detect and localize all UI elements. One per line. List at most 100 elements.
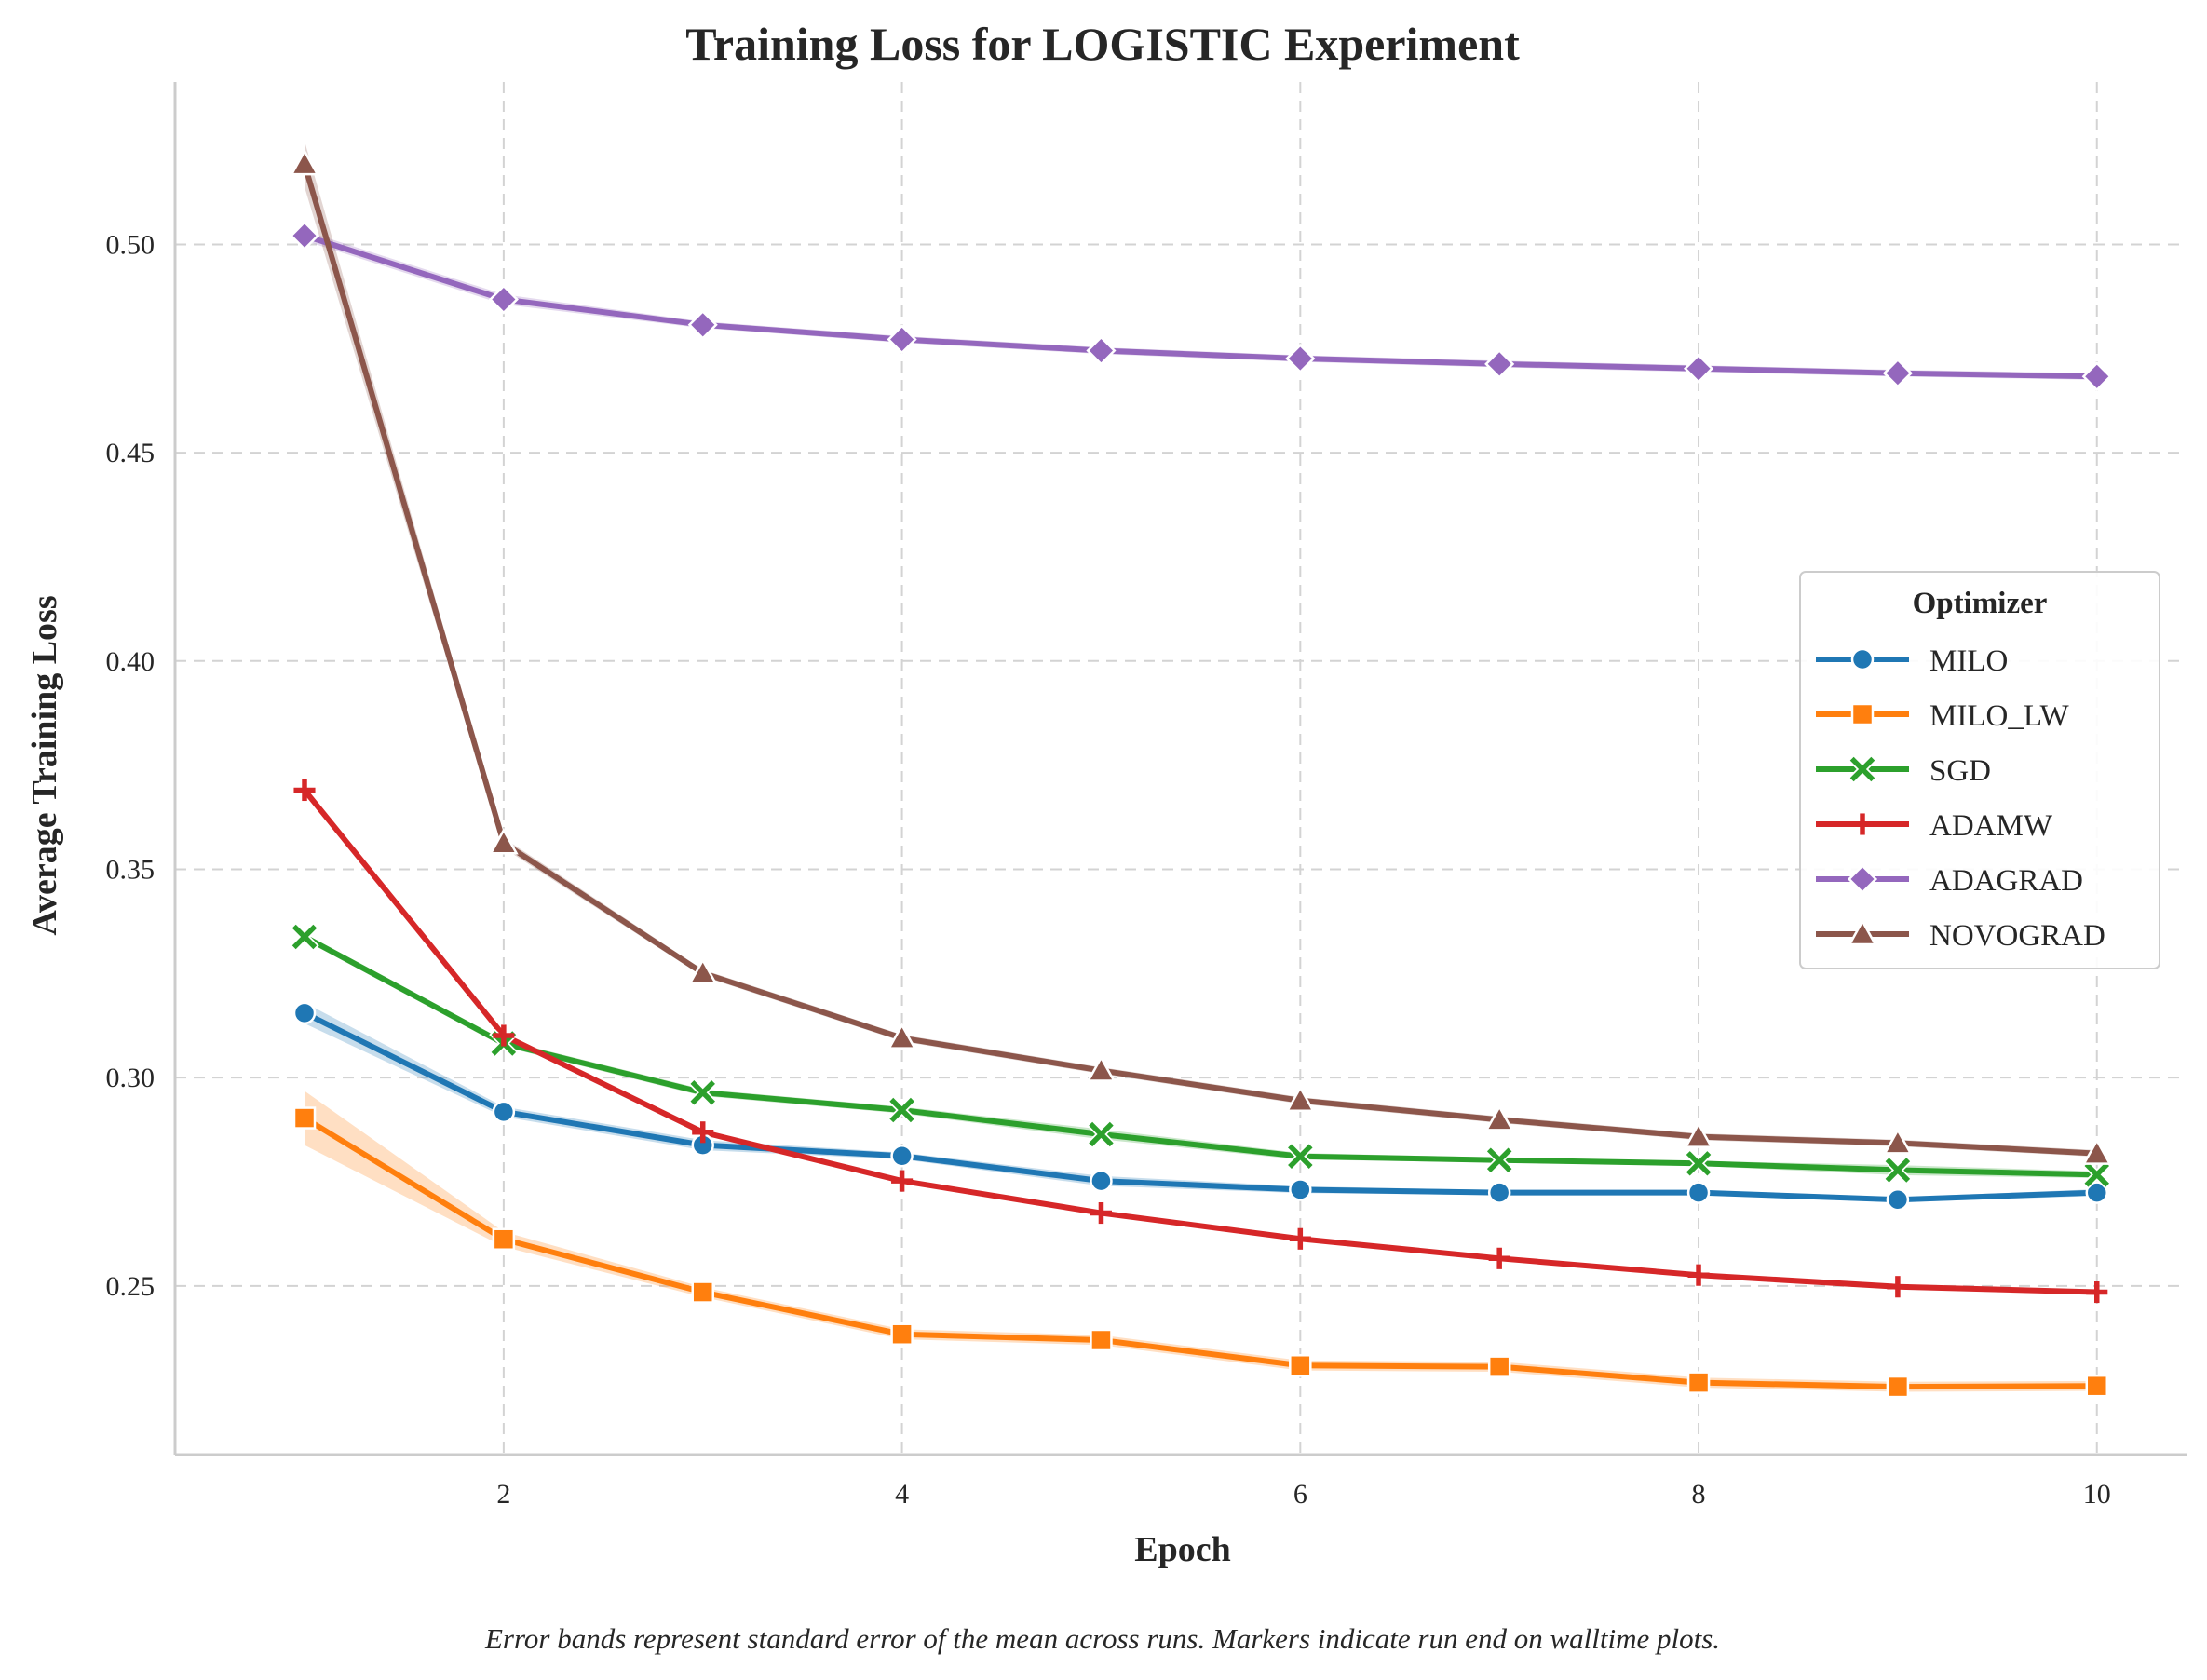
data-point-sgd [1285,1141,1316,1172]
data-point-adamw [1090,1201,1113,1225]
data-point-novograd [1086,1055,1117,1082]
data-point-adamw [692,1121,714,1144]
y-tick-label: 0.45 [106,438,156,468]
data-point-sgd [1684,1148,1713,1179]
legend-item-novograd: NOVOGRAD [1816,918,2105,953]
marker-stroke [1486,1147,1512,1172]
legend-label-adamw: ADAMW [1929,809,2053,843]
data-point-milo [1289,1178,1312,1201]
data-point-sgd [688,1077,718,1107]
marker-stroke [690,1080,715,1105]
data-point-adagrad [687,309,718,340]
data-point-milo-lw [1686,1371,1711,1394]
data-point-adamw [1488,1247,1510,1269]
data-point-adagrad [1484,348,1515,379]
data-point-milo [1487,1181,1511,1204]
x-axis-label: Epoch [1134,1530,1230,1569]
y-tick-label: 0.35 [106,854,156,885]
data-point-adagrad [488,284,519,315]
data-point-adagrad [289,221,320,251]
data-point-adamw [891,1170,914,1192]
data-point-sgd [887,1095,917,1125]
data-point-adagrad [1683,353,1714,384]
legend-item-adagrad: ADAGRAD [1816,863,2083,898]
data-point-novograd [1684,1121,1713,1148]
data-point-novograd [1285,1085,1316,1113]
y-tick-label: 0.40 [106,646,156,677]
legend-label-adagrad: ADAGRAD [1929,864,2083,898]
data-point-milo-lw [1886,1375,1910,1399]
x-tick-label: 10 [2083,1479,2111,1510]
data-point-novograd [290,148,319,176]
data-point-milo-lw [492,1227,516,1251]
legend-label-sgd: SGD [1929,754,1991,788]
marker-stroke [1885,1158,1911,1183]
x-tick-label: 6 [1293,1479,1307,1510]
data-point-novograd [1883,1128,1913,1155]
data-point-adamw [1687,1264,1710,1286]
data-point-milo-lw [691,1280,714,1304]
data-point-milo-lw [1289,1354,1312,1377]
marker-stroke [1686,1151,1712,1176]
data-point-milo-lw [2085,1374,2109,1398]
data-point-adamw [493,1024,515,1047]
error-bands [305,141,2097,1392]
data-point-sgd [1883,1155,1913,1185]
data-point-novograd [687,957,718,985]
y-tick-label: 0.50 [106,229,156,260]
data-point-milo-lw [1090,1328,1113,1352]
data-point-milo [890,1145,914,1168]
data-point-milo-lw [1487,1355,1511,1378]
series-markers [289,148,2112,1399]
legend-marker-milo [1850,647,1875,671]
data-point-milo-lw [292,1106,317,1130]
y-axis-label: Average Training Loss [25,595,64,935]
series-lines [302,161,2100,1390]
marker-stroke [291,924,318,950]
y-tick-labels: 0.25 0.30 0.35 0.40 0.45 0.50 [106,229,156,1301]
data-point-sgd [2082,1159,2112,1190]
data-point-adamw [293,779,316,802]
data-point-milo [1090,1169,1113,1193]
data-point-milo-lw [890,1322,914,1346]
data-point-novograd [887,1023,917,1050]
series-line-adagrad [302,233,2100,380]
series-line-milo [302,1009,2100,1203]
legend-marker-milo-lw [1850,702,1875,726]
data-point-adamw [2086,1280,2108,1304]
data-point-adagrad [2081,361,2112,392]
marker-stroke [1089,1121,1114,1147]
data-point-adagrad [887,324,917,355]
legend-marker-novograd [1848,918,1877,946]
legend-label-milo-lw: MILO_LW [1929,699,2070,733]
data-point-milo [1886,1187,1910,1212]
series-line-sgd [302,933,2100,1178]
legend-title: Optimizer [1913,587,2048,620]
marker-stroke [1849,756,1875,782]
series-line-novograd [302,161,2100,1157]
chart-title: Training Loss for LOGISTIC Experiment [685,18,1520,70]
x-tick-label: 4 [895,1479,909,1510]
series-line-adamw [302,787,2100,1295]
data-point-sgd [290,922,319,952]
data-point-novograd [488,827,519,855]
legend-item-milo: MILO [1816,644,2008,678]
legend: Optimizer MILO MILO_LW SGD ADAMW ADAGRAD NOVO… [1799,571,2160,969]
x-tick-label: 2 [496,1479,510,1510]
data-point-novograd [2081,1138,2112,1165]
data-point-adagrad [1285,343,1316,374]
legend-marker-sgd [1848,754,1877,784]
data-point-adamw [1887,1276,1909,1298]
x-tick-labels: 2 4 6 8 10 [496,1479,2110,1510]
data-point-milo [492,1100,516,1124]
data-point-milo [2085,1181,2109,1204]
data-point-adagrad [1882,358,1913,388]
legend-box [1799,571,2160,969]
legend-item-adamw: ADAMW [1816,809,2053,843]
marker-stroke [1288,1144,1313,1169]
data-point-sgd [1086,1119,1117,1149]
legend-label-milo: MILO [1929,644,2008,678]
legend-marker-adagrad [1847,863,1878,895]
marker-stroke [2084,1162,2110,1187]
y-tick-label: 0.25 [106,1271,156,1302]
